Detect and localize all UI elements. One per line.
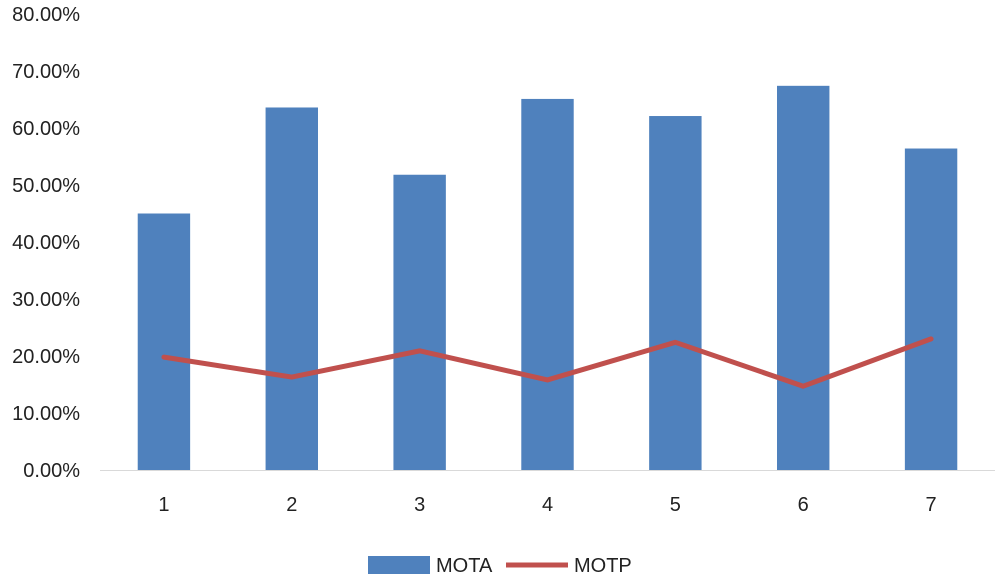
x-tick-label: 5 (670, 494, 681, 516)
y-tick-label: 20.00% (12, 346, 80, 368)
legend-label-motp: MOTP (574, 555, 632, 577)
legend-swatch-mota (368, 556, 430, 574)
legend: MOTA MOTP (368, 555, 632, 577)
line-series-motp (161, 336, 934, 389)
y-tick-label: 60.00% (12, 118, 80, 140)
y-tick-label: 30.00% (12, 289, 80, 311)
line-motp (161, 336, 934, 389)
x-tick-label: 3 (414, 494, 425, 516)
y-tick-label: 80.00% (12, 4, 80, 26)
x-tick-label: 1 (158, 494, 169, 516)
bar-mota (777, 85, 830, 470)
bar-mota (521, 98, 574, 471)
y-tick-label: 0.00% (23, 460, 80, 482)
x-tick-label: 6 (798, 494, 809, 516)
x-axis: 1 2 3 4 5 6 7 (100, 470, 995, 516)
bar-mota (393, 174, 446, 471)
bar-mota (265, 107, 318, 470)
legend-label-mota: MOTA (436, 555, 493, 577)
bar-series-mota (137, 85, 958, 471)
y-tick-label: 70.00% (12, 61, 80, 83)
bar-mota (904, 148, 958, 470)
x-tick-label: 7 (926, 494, 937, 516)
y-tick-label: 50.00% (12, 175, 80, 197)
bar-mota (649, 116, 702, 470)
bar-mota (137, 213, 191, 470)
x-tick-label: 4 (542, 494, 553, 516)
y-tick-label: 10.00% (12, 403, 80, 425)
x-tick-label: 2 (286, 494, 297, 516)
y-tick-label: 40.00% (12, 232, 80, 254)
y-axis: 0.00% 10.00% 20.00% 30.00% 40.00% 50.00% 60.00… (12, 4, 80, 482)
